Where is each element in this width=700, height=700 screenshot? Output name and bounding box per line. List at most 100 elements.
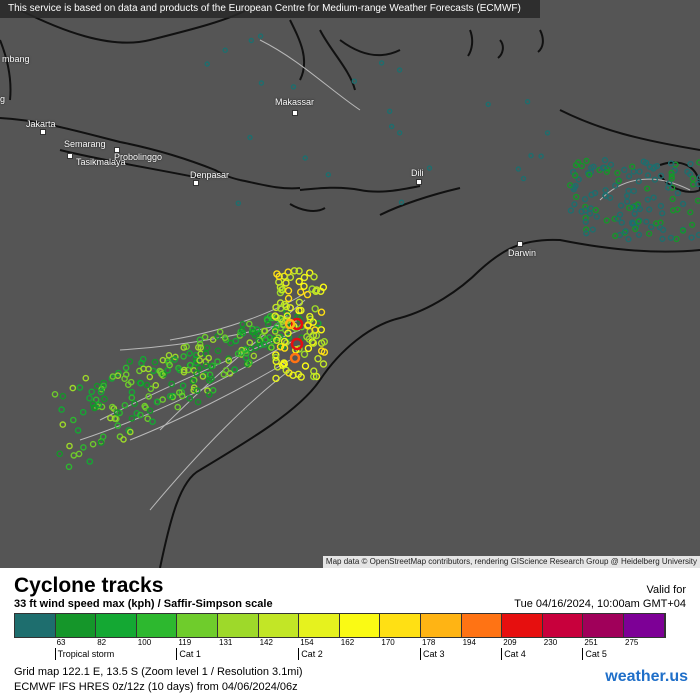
track-marker <box>249 325 256 333</box>
city-label-semarang: Semarang <box>64 139 106 149</box>
category-label: Cat 3 <box>420 648 445 660</box>
track-marker <box>239 320 246 328</box>
track-marker <box>273 336 281 344</box>
track-marker <box>297 288 305 296</box>
coastlines <box>0 7 700 568</box>
track-marker <box>128 394 136 402</box>
track-marker <box>122 364 130 372</box>
track-marker <box>284 287 293 295</box>
track-marker <box>196 357 203 364</box>
track-marker <box>51 390 59 398</box>
track-marker <box>208 375 215 383</box>
track-marker <box>571 201 578 208</box>
track-marker <box>643 218 650 225</box>
track-marker <box>630 168 637 175</box>
track-marker <box>266 334 273 341</box>
track-marker <box>186 395 193 402</box>
track-marker <box>272 313 281 322</box>
brand-logo[interactable]: weather.us <box>605 668 688 685</box>
track-marker <box>125 427 133 434</box>
track-marker <box>300 350 309 358</box>
city-dot-semarang <box>67 153 73 159</box>
track-marker <box>389 123 395 130</box>
track-marker <box>194 398 202 406</box>
timor-coast <box>379 187 461 216</box>
track-marker <box>650 194 657 201</box>
track-marker <box>245 320 253 328</box>
track-marker <box>193 387 201 395</box>
track-marker <box>297 306 305 315</box>
valid-for-label: Valid for <box>646 584 686 596</box>
track-marker <box>59 421 67 428</box>
track-marker <box>589 226 596 233</box>
scale-swatch <box>177 614 218 637</box>
track-marker <box>694 197 700 204</box>
track-marker <box>311 305 319 313</box>
track-line-6 <box>169 289 311 341</box>
track-marker <box>126 358 134 365</box>
track-marker <box>58 406 65 413</box>
scale-swatch <box>339 614 381 637</box>
track-marker <box>635 218 642 225</box>
track-marker <box>125 381 132 389</box>
track-marker <box>582 218 589 226</box>
track-marker <box>116 409 123 417</box>
scale-tick: 170 <box>381 638 395 647</box>
track-marker <box>205 354 212 362</box>
track-marker <box>232 337 240 345</box>
track-marker <box>629 203 636 211</box>
track-marker <box>166 361 173 369</box>
track-marker <box>659 226 667 234</box>
sulawesi-coast <box>289 19 401 91</box>
city-label-dili: Dili <box>411 168 424 178</box>
track-marker <box>314 355 322 363</box>
track-marker <box>146 373 154 381</box>
track-marker <box>216 328 224 336</box>
scale-swatch <box>96 614 137 637</box>
track-marker <box>602 192 609 199</box>
track-marker <box>214 358 221 365</box>
track-marker <box>137 411 144 419</box>
newguinea-coast <box>559 109 700 151</box>
track-marker <box>140 365 147 373</box>
track-marker <box>378 60 385 66</box>
category-label: Cat 1 <box>176 648 201 660</box>
track-marker <box>669 195 676 203</box>
track-marker <box>197 344 204 351</box>
track-marker <box>282 279 290 287</box>
track-marker <box>426 165 433 171</box>
track-marker <box>669 184 676 191</box>
legend-subtitle: 33 ft wind speed max (kph) / Saffir-Simp… <box>14 598 273 610</box>
track-marker <box>70 416 77 424</box>
sumatra-coast <box>0 39 12 101</box>
track-marker <box>271 325 279 333</box>
scale-tick: 119 <box>178 638 192 647</box>
track-marker <box>615 177 622 185</box>
track-marker <box>279 361 287 369</box>
track-marker <box>286 304 294 312</box>
track-marker <box>137 379 144 387</box>
track-marker <box>667 234 675 241</box>
track-marker <box>592 207 599 214</box>
track-marker <box>309 331 318 339</box>
track-marker <box>696 159 700 166</box>
track-marker <box>679 227 687 234</box>
track-marker <box>520 175 527 182</box>
peak-marker <box>290 317 304 331</box>
track-marker <box>97 388 105 396</box>
track-marker <box>93 382 101 390</box>
track-marker <box>272 357 280 366</box>
track-marker <box>645 230 653 237</box>
category-label: Cat 5 <box>582 648 607 660</box>
peak-marker <box>284 318 296 330</box>
track-marker <box>149 418 156 426</box>
scale-tick: 63 <box>56 638 66 647</box>
track-marker <box>616 231 624 239</box>
map-area[interactable]: This service is based on data and produc… <box>0 0 700 568</box>
track-marker <box>631 210 638 217</box>
scale-tick: 251 <box>584 638 598 647</box>
track-marker <box>600 164 608 171</box>
track-marker <box>86 394 93 402</box>
track-marker <box>583 230 590 237</box>
track-marker <box>113 409 121 416</box>
